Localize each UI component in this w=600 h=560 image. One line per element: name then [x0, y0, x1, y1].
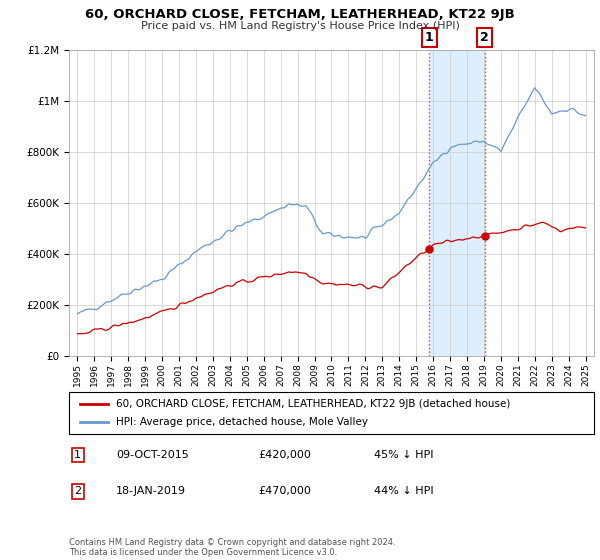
Text: HPI: Average price, detached house, Mole Valley: HPI: Average price, detached house, Mole… [116, 417, 368, 427]
Text: £470,000: £470,000 [258, 487, 311, 496]
Text: 45% ↓ HPI: 45% ↓ HPI [373, 450, 433, 460]
Text: 60, ORCHARD CLOSE, FETCHAM, LEATHERHEAD, KT22 9JB (detached house): 60, ORCHARD CLOSE, FETCHAM, LEATHERHEAD,… [116, 399, 511, 409]
Text: 18-JAN-2019: 18-JAN-2019 [116, 487, 186, 496]
Text: 1: 1 [74, 450, 81, 460]
Text: 2: 2 [74, 487, 82, 496]
Text: Price paid vs. HM Land Registry's House Price Index (HPI): Price paid vs. HM Land Registry's House … [140, 21, 460, 31]
Text: Contains HM Land Registry data © Crown copyright and database right 2024.
This d: Contains HM Land Registry data © Crown c… [69, 538, 395, 557]
Text: 44% ↓ HPI: 44% ↓ HPI [373, 487, 433, 496]
Text: 60, ORCHARD CLOSE, FETCHAM, LEATHERHEAD, KT22 9JB: 60, ORCHARD CLOSE, FETCHAM, LEATHERHEAD,… [85, 8, 515, 21]
Text: 1: 1 [425, 31, 434, 44]
Text: £420,000: £420,000 [258, 450, 311, 460]
Bar [429, 50, 485, 356]
Text: 09-OCT-2015: 09-OCT-2015 [116, 450, 189, 460]
Text: 2: 2 [481, 31, 489, 44]
